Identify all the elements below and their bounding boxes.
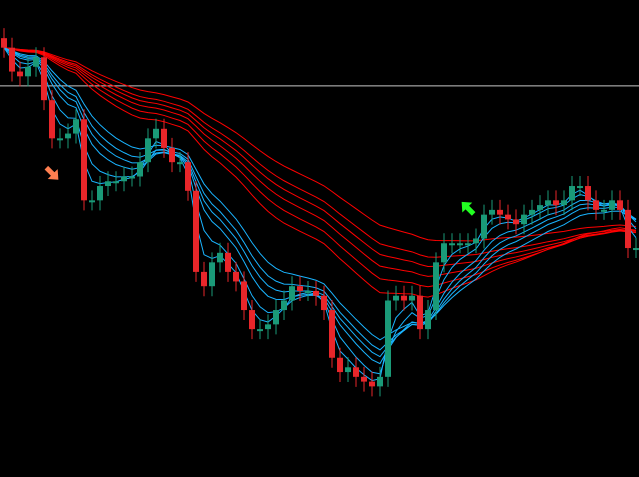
candle-body — [593, 200, 599, 210]
candle-body — [545, 200, 551, 206]
candle-body — [553, 200, 559, 206]
candle-body — [297, 286, 303, 291]
candle-body — [569, 186, 575, 201]
fast-ma-line-15 — [3, 47, 637, 341]
candle-body — [369, 381, 375, 387]
candle-body — [617, 200, 623, 210]
candle-body — [105, 181, 111, 187]
candle-body — [233, 271, 239, 282]
candle-body — [393, 295, 399, 301]
candle-body — [65, 133, 71, 139]
candle-body — [329, 310, 335, 358]
candle-body — [353, 367, 359, 377]
candle-body — [1, 38, 7, 48]
candle-body — [121, 176, 127, 182]
candle-body — [513, 219, 519, 225]
candle-body — [305, 290, 311, 293]
slow-ma-line-50 — [3, 47, 637, 258]
slow-ma-line-35 — [3, 47, 637, 288]
candle-body — [577, 186, 583, 189]
candle-body — [505, 214, 511, 220]
candle-body — [257, 329, 263, 332]
candle-body — [185, 162, 191, 191]
candle-body — [489, 209, 495, 215]
slow-ma-line-30 — [3, 47, 637, 298]
candle-body — [385, 300, 391, 377]
candle-body — [609, 200, 615, 210]
candle-body — [89, 200, 95, 203]
candle-body — [313, 290, 319, 296]
candle-body — [457, 243, 463, 246]
candle-body — [209, 262, 215, 287]
candle-body — [473, 238, 479, 244]
candle-body — [409, 295, 415, 301]
candle-body — [585, 186, 591, 201]
candle-body — [561, 200, 567, 206]
candle-body — [161, 128, 167, 148]
candle-body — [633, 248, 639, 251]
candle-body — [97, 186, 103, 201]
candle-body — [49, 100, 55, 139]
candle-body — [273, 310, 279, 325]
candle-body — [625, 209, 631, 249]
candle-body — [241, 281, 247, 311]
fast-ma-line-5 — [3, 47, 637, 375]
candle-body — [537, 205, 543, 210]
candle-body — [465, 243, 471, 246]
candle-body — [33, 57, 39, 67]
candle-body — [17, 71, 23, 77]
candle-body — [481, 214, 487, 239]
candle-body — [417, 295, 423, 330]
candle-body — [497, 209, 503, 215]
candle-body — [601, 209, 607, 212]
sell-arrow-icon — [44, 165, 59, 180]
candle-body — [337, 357, 343, 373]
candle-body — [169, 147, 175, 163]
candle-body — [57, 138, 63, 141]
candle-body — [225, 252, 231, 272]
slow-ma-line-60 — [3, 47, 637, 242]
candle-body — [25, 66, 31, 77]
candle-body — [193, 190, 199, 272]
candle-body — [177, 162, 183, 165]
candle-body — [137, 162, 143, 177]
fast-ma-line-10 — [3, 47, 637, 358]
candle-body — [153, 128, 159, 139]
candle-body — [81, 119, 87, 201]
candle-body — [433, 262, 439, 311]
slow-ma-line-40 — [3, 47, 637, 277]
candle-body — [321, 295, 327, 311]
candle-body — [265, 324, 271, 330]
fast-ma-line-12 — [3, 47, 637, 351]
candle-body — [345, 367, 351, 373]
candle-body — [529, 209, 535, 215]
candle-body — [361, 376, 367, 382]
candle-body — [249, 310, 255, 330]
fast-ma-line-8 — [3, 47, 637, 365]
candle-body — [281, 300, 287, 311]
candle-body — [73, 119, 79, 134]
candle-body — [377, 376, 383, 387]
candle-body — [113, 181, 119, 184]
candle-body — [425, 310, 431, 330]
candle-body — [201, 271, 207, 287]
candle-body — [129, 176, 135, 179]
candle-body — [41, 57, 47, 101]
candle-body — [145, 138, 151, 163]
candle-body — [401, 295, 407, 301]
fast-ma-line-3 — [3, 47, 637, 382]
candle-body — [521, 214, 527, 225]
candle-body — [449, 243, 455, 246]
candle-body — [217, 252, 223, 263]
candle-body — [289, 286, 295, 301]
slow-ma-line-45 — [3, 47, 637, 267]
candle-body — [9, 47, 15, 72]
buy-arrow-icon — [461, 201, 476, 216]
candle-body — [441, 243, 447, 263]
